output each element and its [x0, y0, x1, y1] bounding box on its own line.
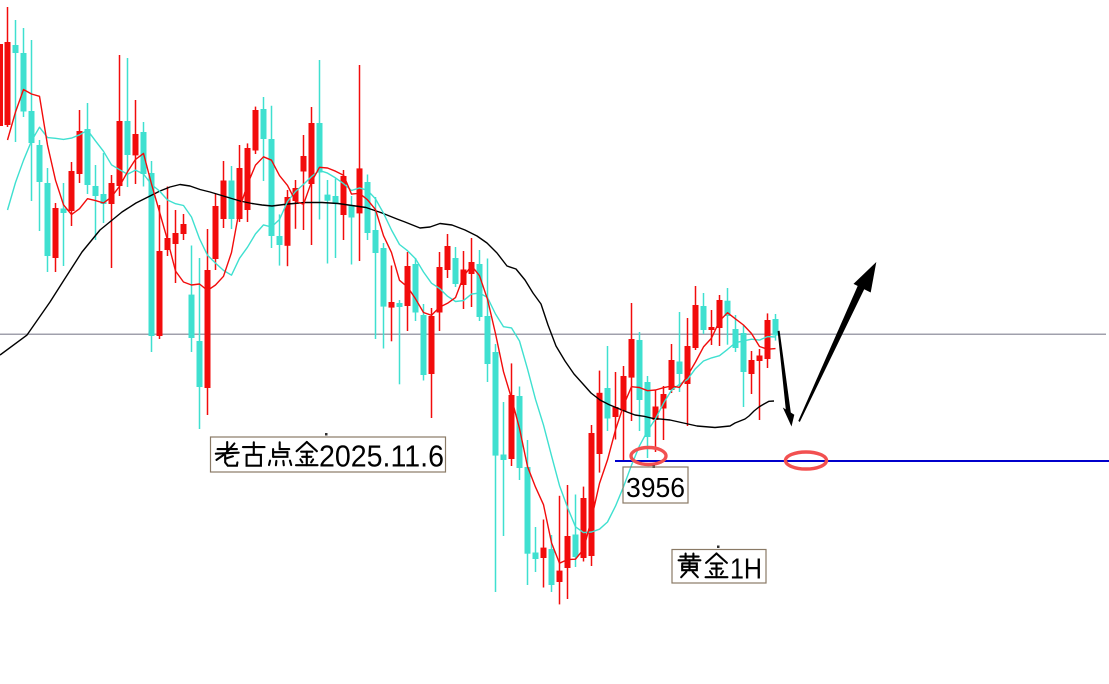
svg-text:2025.11.6: 2025.11.6 [319, 439, 444, 474]
svg-text:1H: 1H [730, 554, 762, 586]
svg-text:3956: 3956 [626, 472, 685, 503]
